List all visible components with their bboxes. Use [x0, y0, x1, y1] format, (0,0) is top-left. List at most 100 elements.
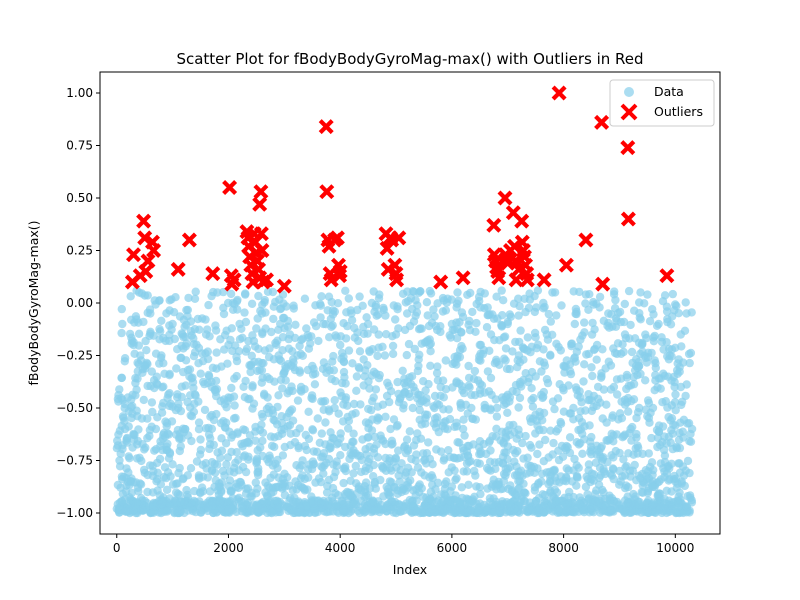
data-point [347, 309, 356, 318]
data-point [267, 441, 277, 450]
data-point [155, 454, 165, 464]
data-point [561, 500, 571, 509]
outlier-point [332, 264, 348, 279]
data-point [355, 508, 364, 518]
data-point [635, 313, 644, 322]
data-point [537, 477, 546, 486]
outlier-point [379, 240, 395, 256]
data-point [501, 434, 511, 443]
data-point [291, 497, 301, 507]
data-point [491, 464, 500, 474]
data-point [316, 313, 325, 322]
data-point [548, 450, 557, 459]
outlier-point [138, 264, 154, 279]
data-point [449, 453, 458, 462]
data-point [280, 469, 289, 478]
data-point [626, 424, 635, 434]
data-point [425, 340, 434, 350]
data-point [192, 340, 201, 349]
data-point [203, 354, 213, 364]
data-point [139, 395, 148, 405]
data-point [404, 339, 414, 349]
legend-marker-data [624, 87, 634, 97]
data-point [241, 317, 251, 327]
data-point [129, 340, 138, 350]
data-point [398, 366, 407, 375]
outlier-point [507, 238, 522, 254]
data-point [350, 323, 359, 333]
data-point [523, 333, 532, 342]
data-point [627, 347, 637, 357]
data-point [554, 505, 563, 514]
data-point [683, 419, 692, 428]
data-point [173, 390, 182, 399]
data-point [186, 317, 196, 326]
data-point [348, 359, 357, 368]
outlier-point [389, 272, 405, 288]
data-point [412, 450, 421, 459]
x-tick-label: 6000 [437, 541, 468, 555]
outlier-layer [124, 85, 675, 294]
outlier-point [391, 230, 407, 246]
data-point [580, 422, 589, 431]
data-point [276, 375, 286, 385]
data-point [632, 361, 641, 371]
data-point [302, 324, 311, 333]
data-point [443, 504, 452, 514]
chart-title: Scatter Plot for fBodyBodyGyroMag-max() … [176, 50, 643, 68]
data-point [661, 397, 670, 406]
data-point [272, 340, 281, 349]
outlier-point [253, 184, 269, 200]
data-point [674, 459, 683, 468]
data-point [648, 305, 657, 314]
data-point [483, 311, 492, 320]
data-point [380, 351, 390, 360]
data-point [666, 320, 676, 329]
data-point [672, 301, 681, 311]
data-point [406, 476, 415, 485]
data-point [609, 437, 618, 446]
data-point [599, 385, 609, 394]
outlier-point [508, 272, 524, 288]
data-point [648, 403, 658, 413]
data-point [438, 293, 448, 303]
data-point [346, 507, 355, 516]
data-point [129, 430, 138, 440]
data-point [366, 499, 375, 508]
data-point [365, 442, 374, 452]
data-point [442, 477, 451, 486]
data-point [444, 446, 453, 455]
data-point [341, 286, 350, 295]
data-point [488, 500, 497, 509]
data-layer [112, 286, 697, 518]
data-point [468, 414, 477, 423]
data-point [392, 422, 401, 431]
data-point [373, 351, 382, 361]
data-point [588, 318, 597, 328]
data-point [576, 335, 585, 344]
data-point [329, 460, 338, 469]
data-point [209, 440, 218, 450]
data-point [333, 299, 343, 308]
data-point [292, 428, 301, 438]
data-point [318, 463, 327, 472]
data-point [325, 366, 334, 375]
data-point [211, 321, 220, 330]
data-point [520, 294, 529, 303]
data-point [204, 430, 214, 439]
data-point [118, 319, 127, 329]
data-point [644, 508, 653, 517]
data-point [352, 372, 362, 381]
data-point [341, 442, 350, 452]
data-point [438, 496, 448, 505]
data-point [402, 350, 411, 360]
data-point [230, 401, 239, 410]
data-point [227, 324, 236, 333]
data-point [287, 382, 296, 391]
data-point [248, 383, 257, 392]
data-point [118, 444, 127, 454]
data-point [663, 403, 672, 412]
y-tick-label: −1.00 [56, 506, 93, 520]
outlier-point [136, 213, 152, 229]
data-point [315, 438, 324, 447]
